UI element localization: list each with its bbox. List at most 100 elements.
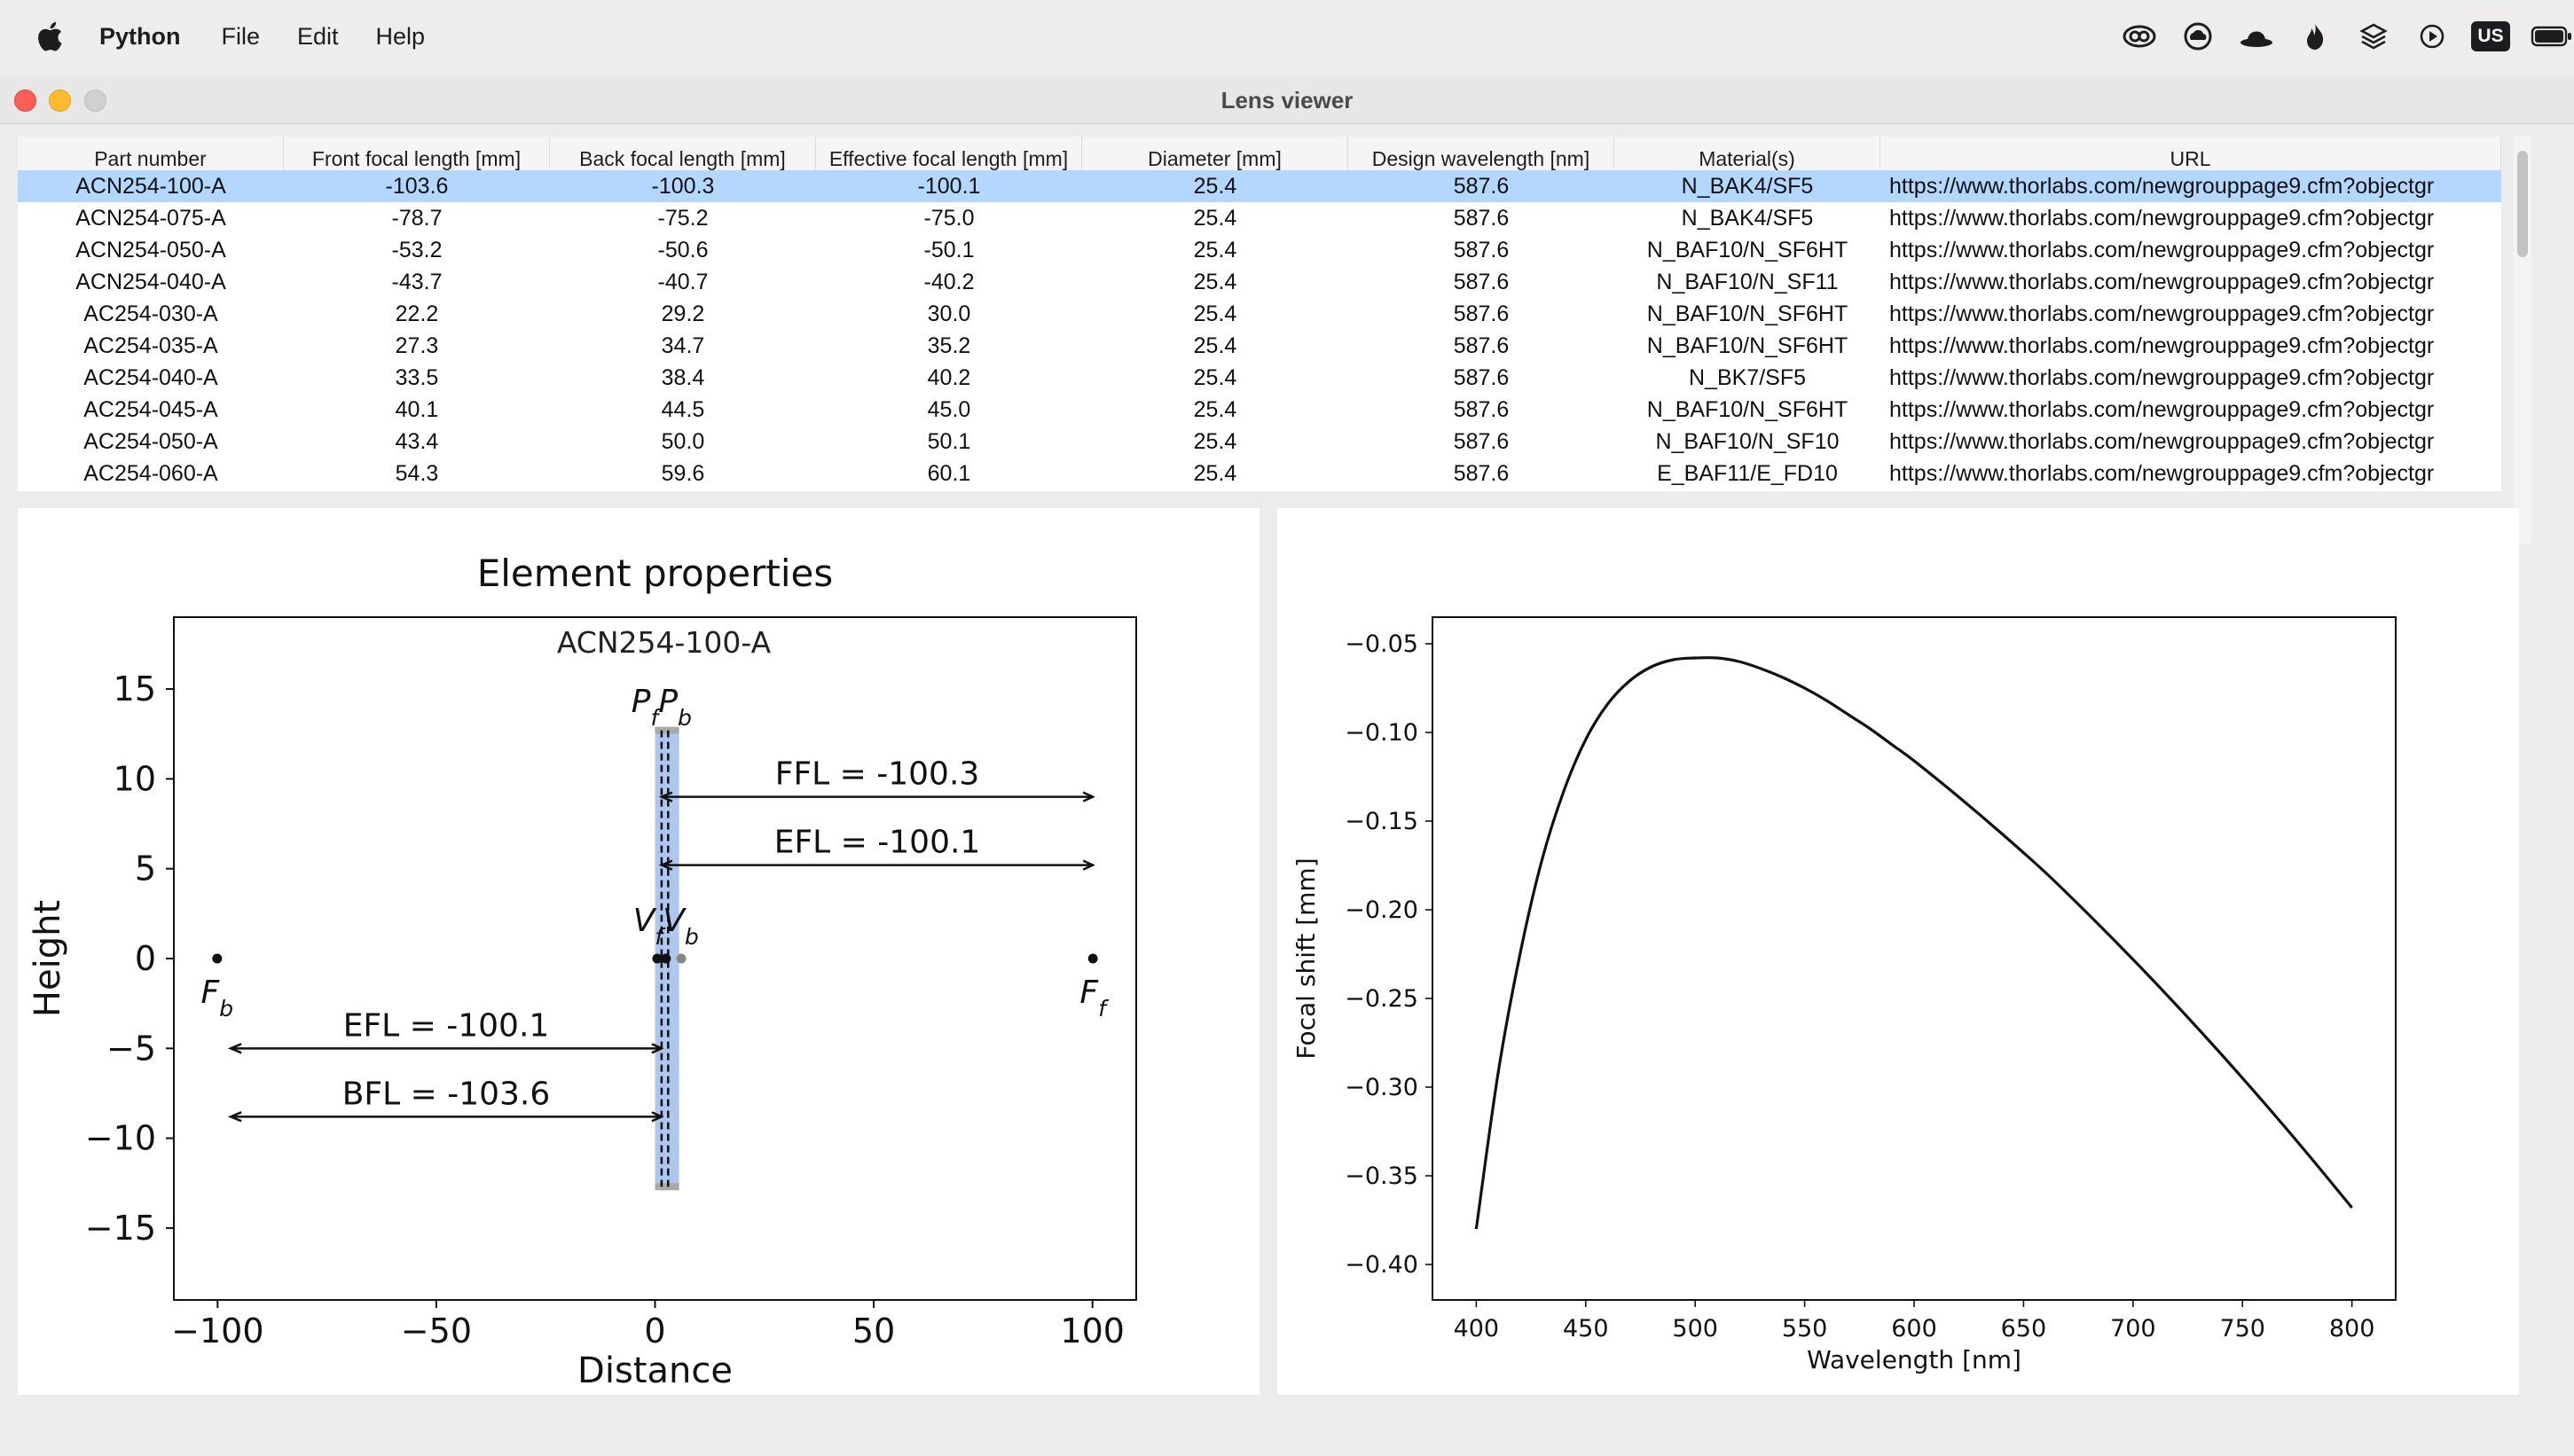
y-tick-label: 15 — [114, 669, 156, 708]
cell-materials: N_BAK4/SF5 — [1681, 206, 1814, 231]
cell-effective-focal-length: -100.1 — [917, 174, 981, 199]
apple-menu-icon[interactable] — [35, 20, 64, 53]
cell-diameter: 25.4 — [1193, 429, 1237, 454]
table-row[interactable]: AC254-045-A 40.1 44.5 45.0 25.4 587.6 N_BAF10/… — [18, 394, 2501, 426]
dimension-arrow-head — [227, 1043, 242, 1054]
cell-url: https://www.thorlabs.com/newgrouppage9.c… — [1889, 238, 2435, 262]
column-header-back-focal-length[interactable]: Back focal length [mm] — [550, 137, 816, 181]
table-scrollbar[interactable] — [2514, 137, 2531, 544]
cell-front-focal-length: 40.1 — [395, 397, 439, 422]
column-header-front-focal-length[interactable]: Front focal length [mm] — [284, 137, 550, 181]
cloud-sync-icon[interactable] — [2178, 17, 2217, 56]
dimension-arrow-head — [658, 859, 673, 871]
cell-url: https://www.thorlabs.com/newgrouppage9.c… — [1889, 365, 2435, 390]
y-tick-label: −0.05 — [1345, 630, 1418, 658]
cell-effective-focal-length: 30.0 — [927, 301, 971, 326]
column-header-materials[interactable]: Material(s) — [1614, 137, 1880, 181]
column-header-diameter[interactable]: Diameter [mm] — [1082, 137, 1348, 181]
cell-url: https://www.thorlabs.com/newgrouppage9.c… — [1889, 429, 2435, 454]
bowler-hat-icon[interactable] — [2237, 17, 2276, 56]
zoom-button[interactable] — [84, 90, 106, 112]
table-row[interactable]: AC254-050-A 43.4 50.0 50.1 25.4 587.6 N_BAF10/… — [18, 426, 2501, 458]
cell-part-number: AC254-040-A — [83, 365, 218, 390]
cell-materials: N_BAF10/N_SF6HT — [1646, 301, 1848, 326]
cell-front-focal-length: -53.2 — [391, 238, 443, 262]
menu-edit[interactable]: Edit — [297, 22, 339, 50]
layers-icon[interactable] — [2354, 17, 2393, 56]
cell-diameter: 25.4 — [1193, 270, 1237, 294]
cell-diameter: 25.4 — [1193, 365, 1237, 390]
cell-materials: N_BAF10/N_SF6HT — [1646, 238, 1848, 262]
plot-frame — [1432, 616, 2397, 1301]
minimize-button[interactable] — [49, 90, 71, 112]
dimension-label: EFL = -100.1 — [774, 825, 981, 861]
y-tick-label: −0.35 — [1345, 1162, 1418, 1190]
cell-effective-focal-length: 50.1 — [927, 429, 971, 454]
cell-back-focal-length: 38.4 — [661, 365, 705, 390]
column-header-design-wavelength[interactable]: Design wavelength [nm] — [1348, 137, 1614, 181]
flame-icon[interactable] — [2295, 17, 2335, 56]
focal-point-marker — [652, 953, 663, 964]
table-row[interactable]: ACN254-040-A -43.7 -40.7 -40.2 25.4 587.6 N_BA… — [18, 266, 2501, 298]
focal-point-marker — [1087, 953, 1098, 964]
element-properties-plot-pane: Element properties ACN254-100-A PfPb VfVb FF… — [18, 508, 1260, 1395]
menu-app-python[interactable]: Python — [99, 22, 181, 50]
table-row[interactable]: AC254-060-A 54.3 59.6 60.1 25.4 587.6 E_BAF11/… — [18, 458, 2501, 489]
x-tick-label: −50 — [401, 1311, 472, 1350]
cell-design-wavelength: 587.6 — [1453, 461, 1510, 486]
cell-front-focal-length: 43.4 — [395, 429, 439, 454]
cell-front-focal-length: -43.7 — [391, 270, 443, 294]
x-tick-label: 100 — [1060, 1311, 1125, 1350]
table-row[interactable]: ACN254-075-A -78.7 -75.2 -75.0 25.4 587.6 N_BA… — [18, 202, 2501, 234]
table-row[interactable]: AC254-030-A 22.2 29.2 30.0 25.4 587.6 N_BAF10/… — [18, 298, 2501, 330]
window-title: Lens viewer — [1220, 87, 1354, 114]
menu-file[interactable]: File — [221, 22, 261, 50]
status-area: US — [2100, 0, 2574, 73]
creative-cloud-icon[interactable] — [2120, 17, 2159, 56]
battery-icon[interactable] — [2530, 17, 2574, 56]
column-header-part-number[interactable]: Part number — [18, 137, 284, 181]
play-circle-icon[interactable] — [2413, 17, 2452, 56]
cell-url: https://www.thorlabs.com/newgrouppage9.c… — [1889, 301, 2435, 326]
table-row[interactable]: AC254-035-A 27.3 34.7 35.2 25.4 587.6 N_BAF10/… — [18, 330, 2501, 362]
cell-effective-focal-length: 40.2 — [927, 365, 971, 390]
table-row[interactable]: ACN254-050-A -53.2 -50.6 -50.1 25.4 587.6 N_BA… — [18, 234, 2501, 266]
cell-back-focal-length: -100.3 — [651, 174, 715, 199]
y-tick-label: −0.20 — [1345, 896, 1418, 924]
lens-viewer-window: Lens viewer Part number Front focal lengt… — [0, 76, 2574, 1456]
y-tick-label: 10 — [114, 759, 156, 798]
cell-materials: N_BAF10/N_SF6HT — [1646, 397, 1848, 422]
table-row[interactable]: AC254-040-A 33.5 38.4 40.2 25.4 587.6 N_BK7/SF… — [18, 362, 2501, 394]
y-tick-label: −0.30 — [1345, 1074, 1418, 1101]
cell-back-focal-length: 50.0 — [661, 429, 705, 454]
y-tick-label: −5 — [106, 1029, 156, 1068]
y-tick-label: −0.40 — [1345, 1251, 1418, 1279]
cell-design-wavelength: 587.6 — [1453, 301, 1510, 326]
close-button[interactable] — [14, 90, 36, 112]
column-header-effective-focal-length[interactable]: Effective focal length [mm] — [816, 137, 1082, 181]
x-tick-label: 550 — [1782, 1315, 1828, 1342]
cell-diameter: 25.4 — [1193, 301, 1237, 326]
cell-diameter: 25.4 — [1193, 333, 1237, 358]
cell-url: https://www.thorlabs.com/newgrouppage9.c… — [1889, 461, 2435, 486]
scrollbar-thumb[interactable] — [2517, 151, 2528, 257]
cell-back-focal-length: -50.6 — [657, 238, 709, 262]
cell-url: https://www.thorlabs.com/newgrouppage9.c… — [1889, 174, 2435, 199]
x-tick-label: 500 — [1672, 1315, 1718, 1342]
x-tick-label: 450 — [1563, 1315, 1609, 1342]
table-row[interactable]: ACN254-100-A -103.6 -100.3 -100.1 25.4 587.6 N… — [18, 170, 2501, 202]
cell-part-number: AC254-050-A — [83, 429, 218, 454]
cell-design-wavelength: 587.6 — [1453, 397, 1510, 422]
column-header-url[interactable]: URL — [1880, 137, 2501, 181]
cell-design-wavelength: 587.6 — [1453, 365, 1510, 390]
cell-materials: E_BAF11/E_FD10 — [1657, 461, 1838, 486]
input-source-badge[interactable]: US — [2471, 21, 2510, 51]
cell-diameter: 25.4 — [1193, 174, 1237, 199]
menu-help[interactable]: Help — [375, 22, 426, 50]
cell-materials: N_BAF10/N_SF11 — [1656, 270, 1839, 294]
cell-part-number: AC254-030-A — [83, 301, 218, 326]
x-tick-label: 650 — [2001, 1315, 2047, 1342]
cell-url: https://www.thorlabs.com/newgrouppage9.c… — [1889, 397, 2435, 422]
vertex-label: VfVb — [633, 903, 699, 950]
x-tick-label: 400 — [1454, 1315, 1500, 1342]
